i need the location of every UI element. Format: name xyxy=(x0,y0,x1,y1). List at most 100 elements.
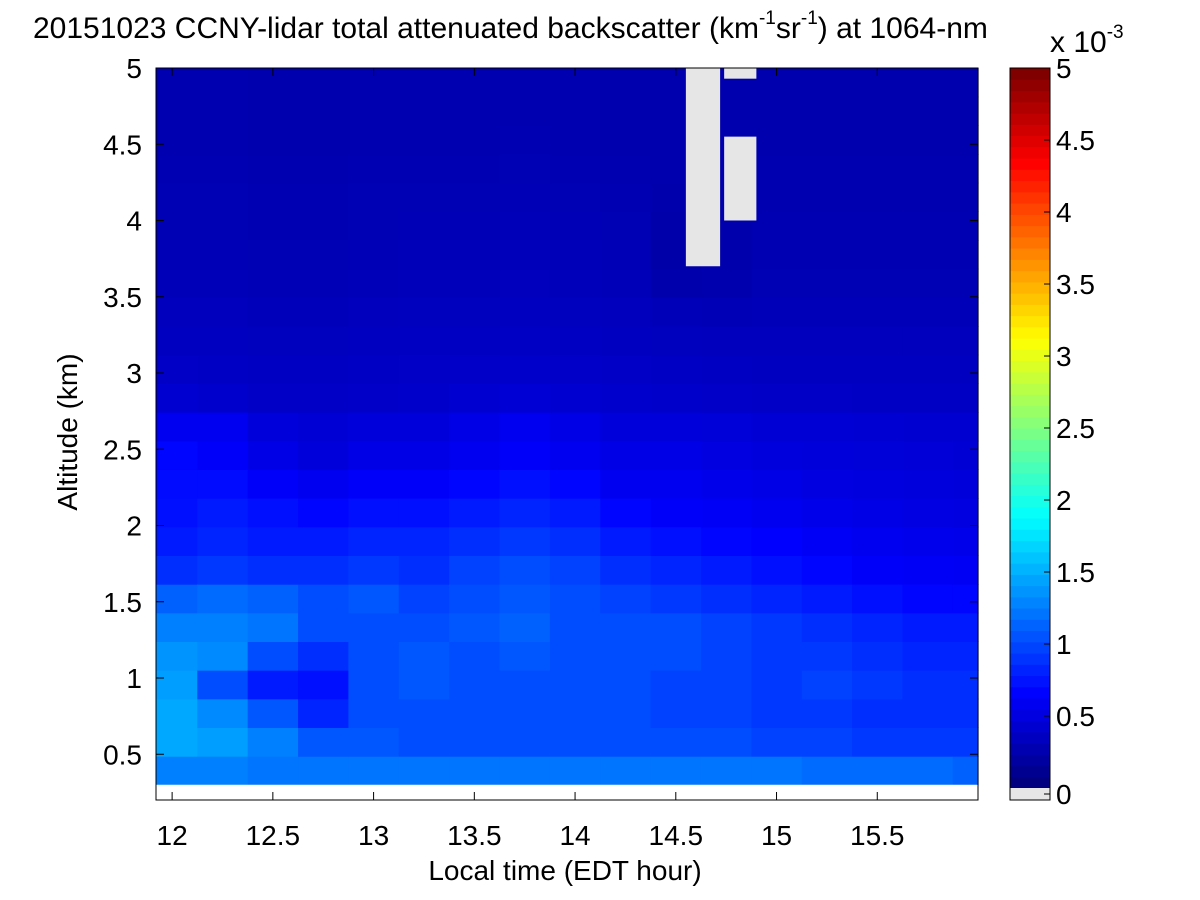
heatmap-cell xyxy=(952,469,979,499)
x-tick-label: 13 xyxy=(358,820,389,851)
heatmap-cell xyxy=(499,154,551,184)
heatmap-cell xyxy=(499,641,551,671)
heatmap-cell xyxy=(549,383,601,413)
colorbar-band xyxy=(1010,529,1050,542)
heatmap-cell xyxy=(247,440,299,470)
heatmap-cell xyxy=(398,154,450,184)
heatmap-cell xyxy=(449,670,501,700)
heatmap-cell xyxy=(952,211,979,241)
heatmap-cell xyxy=(298,383,350,413)
heatmap-cell xyxy=(449,383,501,413)
heatmap-cell xyxy=(952,240,979,270)
heatmap-cell xyxy=(852,670,904,700)
heatmap-cell xyxy=(156,440,198,470)
heatmap-cell xyxy=(852,526,904,556)
heatmap-cell xyxy=(600,612,652,642)
heatmap-cell xyxy=(751,383,803,413)
heatmap-cell xyxy=(449,182,501,212)
heatmap-cell xyxy=(298,670,350,700)
heatmap-cell xyxy=(700,612,752,642)
y-tick-label: 1 xyxy=(126,663,142,694)
heatmap-cell xyxy=(197,555,249,585)
heatmap-cell xyxy=(801,584,853,614)
heatmap-cell xyxy=(801,96,853,126)
heatmap-cell xyxy=(348,555,400,585)
heatmap-cell xyxy=(499,612,551,642)
heatmap-cell xyxy=(298,698,350,729)
heatmap-cell xyxy=(600,96,652,126)
colorbar-tick-label: 3 xyxy=(1056,341,1072,372)
heatmap-cell xyxy=(902,498,954,528)
heatmap-cell xyxy=(398,182,450,212)
heatmap-cell xyxy=(197,440,249,470)
heatmap-cell xyxy=(751,469,803,499)
heatmap-cell xyxy=(197,670,249,700)
heatmap-cell xyxy=(247,498,299,528)
heatmap-cell xyxy=(298,555,350,585)
heatmap-cell xyxy=(499,240,551,270)
heatmap-cell xyxy=(600,469,652,499)
colorbar-band xyxy=(1010,743,1050,755)
heatmap-cell xyxy=(156,612,198,642)
missing-data-regions xyxy=(685,68,757,267)
heatmap-cell xyxy=(348,698,400,729)
colorbar-band xyxy=(1010,113,1050,125)
heatmap-cell xyxy=(801,498,853,528)
heatmap-cell xyxy=(852,268,904,298)
heatmap-cell xyxy=(549,756,601,786)
heatmap-cell xyxy=(156,96,198,126)
heatmap-cell xyxy=(549,154,601,184)
heatmap-cell xyxy=(549,354,601,384)
heatmap-cell xyxy=(348,154,400,184)
heatmap-cell xyxy=(398,641,450,671)
heatmap-cell xyxy=(852,326,904,356)
heatmap-cell xyxy=(902,756,954,786)
heatmap-cell xyxy=(499,383,551,413)
heatmap-cell xyxy=(902,412,954,442)
heatmap-cell xyxy=(298,125,350,155)
heatmap-cell xyxy=(449,526,501,556)
heatmap-cell xyxy=(751,268,803,298)
colorbar-band xyxy=(1010,304,1050,317)
heatmap-cell xyxy=(156,526,198,556)
heatmap-cell xyxy=(902,727,954,757)
colorbar-tick-label: 2 xyxy=(1056,485,1072,516)
heatmap-cell xyxy=(348,297,400,327)
heatmap-cell xyxy=(247,125,299,155)
heatmap-cell xyxy=(499,211,551,241)
colorbar-tick-label: 4 xyxy=(1056,197,1072,228)
heatmap-cell xyxy=(156,698,198,729)
heatmap-cell xyxy=(902,698,954,729)
heatmap-cell xyxy=(156,555,198,585)
heatmap-cell xyxy=(197,641,249,671)
heatmap-cell xyxy=(449,440,501,470)
heatmap-cell xyxy=(398,612,450,642)
heatmap-cell xyxy=(197,383,249,413)
heatmap-cell xyxy=(801,612,853,642)
colorbar-band xyxy=(1010,473,1050,485)
heatmap-cell xyxy=(348,412,400,442)
heatmap-cell xyxy=(247,641,299,671)
colorbar-band xyxy=(1010,574,1050,587)
heatmap-cell xyxy=(549,698,601,729)
heatmap-cell xyxy=(197,756,249,786)
heatmap-cell xyxy=(398,383,450,413)
backscatter-heatmap xyxy=(156,68,979,800)
heatmap-cell xyxy=(852,498,904,528)
heatmap-cell xyxy=(751,182,803,212)
heatmap-cell xyxy=(449,96,501,126)
title-sup1: -1 xyxy=(758,8,776,29)
heatmap-cell xyxy=(700,440,752,470)
heatmap-cell xyxy=(952,641,979,671)
heatmap-cell xyxy=(549,412,601,442)
heatmap-cell xyxy=(549,211,601,241)
heatmap-cell xyxy=(650,526,702,556)
heatmap-cell xyxy=(600,182,652,212)
colorbar-band xyxy=(1010,68,1050,80)
heatmap-cell xyxy=(751,240,803,270)
heatmap-cell xyxy=(449,154,501,184)
heatmap-cell xyxy=(298,354,350,384)
heatmap-cell xyxy=(650,698,702,729)
heatmap-cell xyxy=(398,440,450,470)
